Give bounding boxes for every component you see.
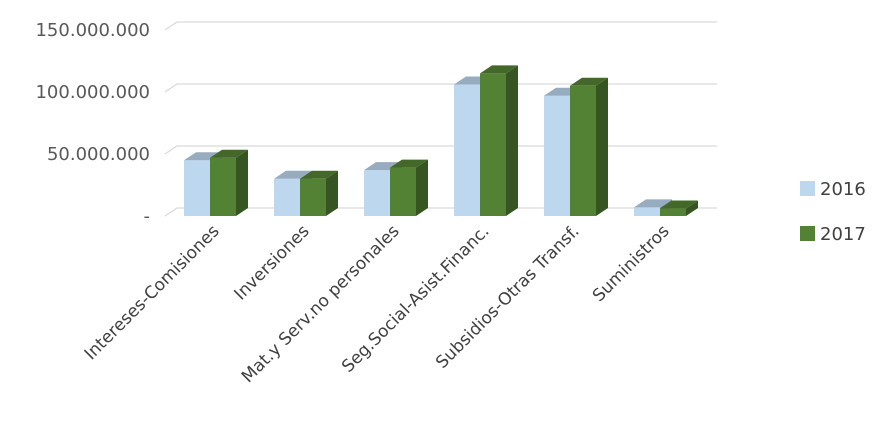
bar-top	[634, 199, 672, 208]
y-tick-label: 50.000.000	[47, 144, 150, 165]
legend-label: 2016	[820, 179, 866, 200]
bar-front	[390, 167, 416, 216]
x-category-label: Suministros	[589, 221, 674, 306]
y-tick-label: 100.000.000	[35, 82, 150, 103]
bar	[660, 200, 698, 216]
bar-top	[300, 170, 338, 179]
bar-front	[274, 178, 300, 216]
bar-front	[364, 170, 390, 216]
x-category-label: Inversiones	[231, 221, 314, 304]
gridlines	[164, 21, 717, 217]
y-tick-label: -	[144, 206, 151, 227]
bar-top	[210, 149, 248, 158]
bar-front	[300, 178, 326, 216]
bar-top	[660, 200, 698, 209]
bar-front	[184, 160, 210, 216]
bar-front	[544, 95, 570, 216]
bar	[390, 159, 428, 216]
gridline	[164, 145, 717, 155]
bar	[210, 149, 248, 216]
bar-top	[390, 159, 428, 168]
bar-side	[416, 159, 428, 216]
bar-front	[570, 85, 596, 216]
legend-label: 2017	[820, 224, 866, 245]
legend-item: 2016	[800, 179, 866, 200]
gridline	[164, 83, 717, 93]
x-category-label: Intereses-Comisiones	[81, 221, 224, 364]
bar-front	[634, 207, 660, 216]
bar-side	[596, 77, 608, 216]
gridline	[164, 207, 717, 217]
bar-side	[506, 65, 518, 217]
bar-side	[326, 170, 338, 216]
bar-front	[480, 73, 506, 217]
legend-item: 2017	[800, 224, 866, 245]
bar-top	[570, 77, 608, 86]
gridline	[164, 21, 717, 31]
legend-swatch	[800, 226, 815, 241]
bar-side	[686, 200, 698, 216]
x-category-label: Mat.y Serv.no personales	[238, 221, 404, 387]
bar-front	[210, 157, 236, 216]
bar-top	[274, 170, 312, 179]
x-category-label: Subsidios-Otras Transf.	[432, 221, 583, 372]
bar-front	[660, 208, 686, 216]
bar	[480, 65, 518, 217]
bar-top	[480, 65, 518, 74]
bars	[184, 65, 698, 217]
bar-side	[236, 149, 248, 216]
legend-swatch	[800, 181, 815, 196]
bar-front	[454, 84, 480, 216]
bar	[300, 170, 338, 216]
y-tick-label: 150.000.000	[35, 20, 150, 41]
x-category-label: Seg.Social-Asist.Financ.	[338, 221, 493, 376]
y-axis-ticks: - 50.000.000 100.000.000 150.000.000	[35, 20, 150, 227]
legend: 2016 2017	[800, 179, 866, 245]
bar	[570, 77, 608, 216]
